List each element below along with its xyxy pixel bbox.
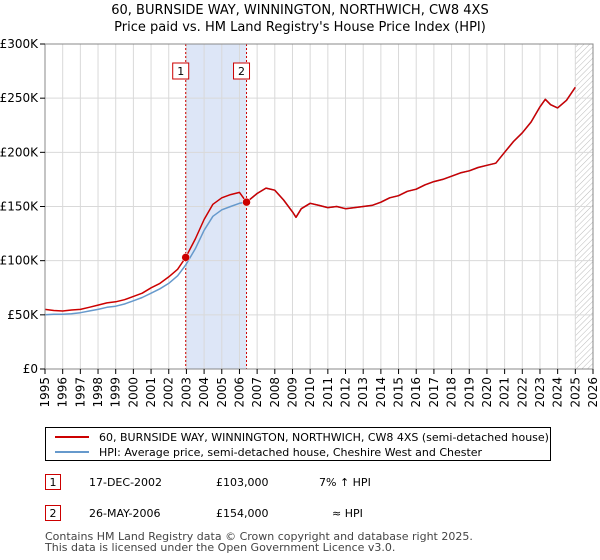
- x-tick-label: 2025: [568, 377, 582, 408]
- sale-point-1: [181, 253, 190, 262]
- legend-swatch-property: [55, 436, 89, 438]
- series-line-property: [44, 86, 576, 312]
- y-tick-label: £50K: [7, 308, 39, 322]
- footer-copyright: Contains HM Land Registry data © Crown c…: [45, 530, 473, 543]
- sale-price-2: £154,000: [216, 507, 269, 520]
- sale-label-box-1: [172, 62, 190, 80]
- legend-label-property: 60, BURNSIDE WAY, WINNINGTON, NORTHWICH,…: [99, 430, 549, 444]
- x-tick-label: 2002: [162, 377, 176, 408]
- footer-licence: This data is licensed under the Open Gov…: [45, 541, 396, 554]
- sale-hpi-2: ≈ HPI: [332, 507, 363, 520]
- x-tick-label: 2004: [197, 377, 211, 408]
- sale-badge-2: 2: [45, 505, 61, 521]
- x-tick-label: 2005: [215, 377, 229, 408]
- y-tick-label: £100K: [0, 254, 39, 268]
- x-tick-label: 2014: [374, 377, 388, 408]
- x-tick-label: 2007: [250, 377, 264, 408]
- x-tick-label: 1998: [91, 377, 105, 408]
- x-tick-label: 2006: [232, 377, 246, 408]
- footer: Contains HM Land Registry data © Crown c…: [45, 531, 473, 553]
- x-tick-label: 2021: [498, 377, 512, 408]
- x-tick-label: 2010: [303, 377, 317, 408]
- x-tick-label: 2009: [285, 377, 299, 408]
- legend: 60, BURNSIDE WAY, WINNINGTON, NORTHWICH,…: [45, 427, 551, 461]
- y-tick-label: £300K: [0, 37, 39, 51]
- x-tick-label: 2019: [462, 377, 476, 408]
- sale-label-2: 2: [238, 65, 245, 78]
- x-tick-label: 2016: [409, 377, 423, 408]
- x-tick-label: 2001: [144, 377, 158, 408]
- x-tick-label: 1996: [56, 377, 70, 408]
- x-tick-label: 2020: [480, 377, 494, 408]
- chart-title-line1: 60, BURNSIDE WAY, WINNINGTON, NORTHWICH,…: [111, 3, 489, 18]
- x-tick-label: 2011: [321, 377, 335, 408]
- x-tick-label: 1997: [73, 377, 87, 408]
- y-tick-label: £0: [23, 362, 38, 376]
- x-tick-label: 2017: [427, 377, 441, 408]
- sale-badge-1: 1: [45, 474, 61, 490]
- x-tick-label: 2023: [533, 377, 547, 408]
- sale-date-1: 17-DEC-2002: [89, 476, 163, 489]
- x-tick-label: 2018: [445, 377, 459, 408]
- legend-item-property: 60, BURNSIDE WAY, WINNINGTON, NORTHWICH,…: [55, 430, 549, 444]
- sale-hpi-1: 7% ↑ HPI: [319, 476, 371, 489]
- series-lines: [44, 44, 576, 369]
- sale-price-1: £103,000: [216, 476, 269, 489]
- sale-label-1: 1: [177, 65, 184, 78]
- legend-swatch-hpi: [55, 451, 89, 453]
- x-tick-label: 2022: [515, 377, 529, 408]
- x-tick-label: 2024: [551, 377, 565, 408]
- legend-item-hpi: HPI: Average price, semi-detached house,…: [55, 445, 482, 459]
- x-tick-label: 2000: [126, 377, 140, 408]
- chart-title-line2: Price paid vs. HM Land Registry's House …: [114, 20, 486, 35]
- x-tick-label: 2012: [339, 377, 353, 408]
- x-tick-label: 2015: [392, 377, 406, 408]
- y-tick-label: £150K: [0, 200, 39, 214]
- sale-date-2: 26-MAY-2006: [89, 507, 161, 520]
- x-tick-label: 2003: [179, 377, 193, 408]
- x-tick-label: 2013: [356, 377, 370, 408]
- x-tick-label: 1999: [109, 377, 123, 408]
- y-tick-label: £200K: [0, 145, 39, 159]
- legend-label-hpi: HPI: Average price, semi-detached house,…: [99, 445, 483, 459]
- chart-title: 60, BURNSIDE WAY, WINNINGTON, NORTHWICH,…: [0, 2, 600, 36]
- x-tick-label: 1995: [38, 377, 52, 408]
- y-tick-label: £250K: [0, 91, 39, 105]
- x-tick-label: 2026: [586, 377, 600, 408]
- sale-point-2: [242, 197, 251, 207]
- sale-label-box-2: [233, 62, 251, 80]
- x-tick-label: 2008: [268, 377, 282, 408]
